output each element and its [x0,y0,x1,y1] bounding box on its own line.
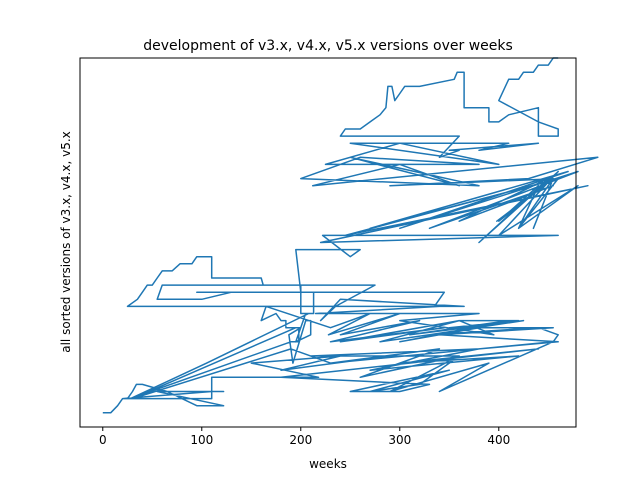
x-tick-label: 300 [388,433,411,447]
series-line-1 [102,57,599,414]
x-tick-label: 400 [487,433,510,447]
x-tick-label: 200 [289,433,312,447]
y-axis-label: all sorted versions of v3.x, v4.x, v5.x [59,131,73,353]
plot-frame [79,57,577,428]
x-tick-label: 100 [190,433,213,447]
x-axis-label: weeks [309,457,347,471]
data-layer [102,57,599,414]
chart-title: development of v3.x, v4.x, v5.x versions… [143,38,513,54]
x-tick-label: 0 [99,433,107,447]
x-axis-ticks: 0 100 200 300 400 [99,427,510,447]
